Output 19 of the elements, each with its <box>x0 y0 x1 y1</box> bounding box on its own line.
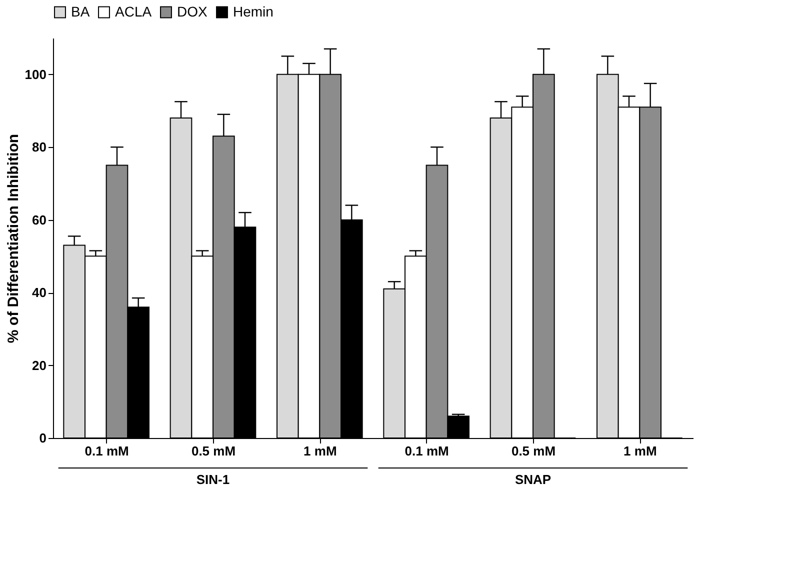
legend-label: DOX <box>177 3 208 20</box>
x-tick-label: 0.1 mM <box>404 444 449 458</box>
y-tick-label: 100 <box>24 66 46 82</box>
y-tick-label: 20 <box>32 358 46 373</box>
x-tick-label: 1 mM <box>304 444 337 458</box>
legend-label: ACLA <box>115 3 152 20</box>
legend-label: Hemin <box>233 3 274 20</box>
y-tick-label: 0 <box>39 430 46 446</box>
x-tick-label: 0.5 mM <box>511 444 556 458</box>
text: SNAP <box>514 472 552 487</box>
legend-label: BA <box>71 3 90 20</box>
y-axis-title: % of Differentiation Inhibition <box>4 134 22 344</box>
x-tick-label: 1 mM <box>624 444 657 458</box>
y-tick-label: 40 <box>32 285 46 300</box>
y-tick-label: 60 <box>32 212 46 228</box>
text: SIN-1 <box>196 472 230 487</box>
y-tick-label: 80 <box>32 140 46 155</box>
x-tick-label: 0.1 mM <box>84 444 129 458</box>
x-tick-label: 0.5 mM <box>191 444 236 458</box>
